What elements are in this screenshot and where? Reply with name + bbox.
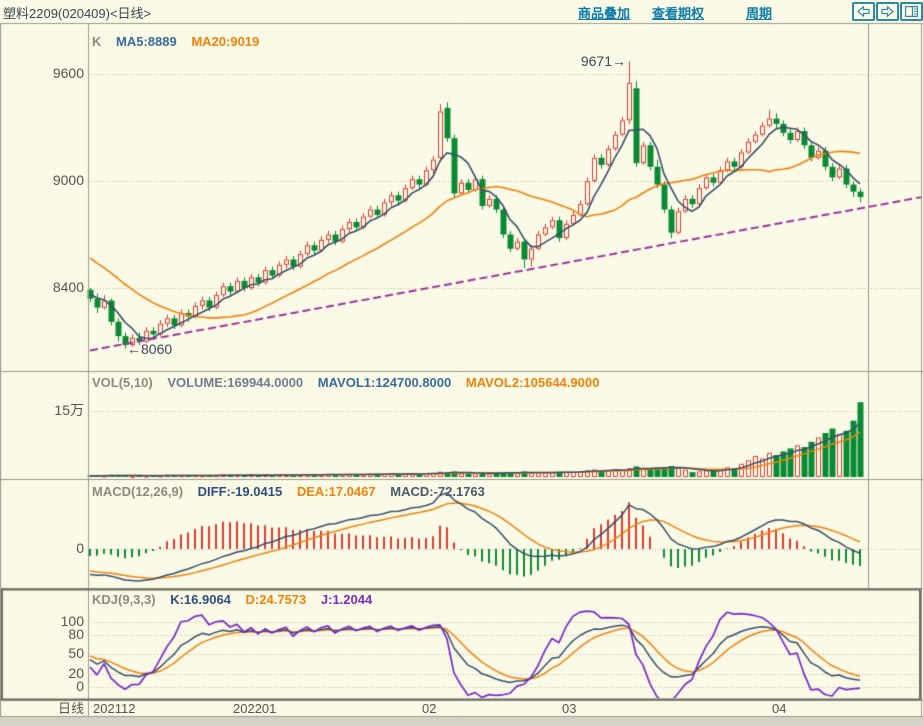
price-axis-label: 9600 bbox=[52, 65, 84, 81]
period-axis-label: 日线 bbox=[57, 701, 84, 716]
price-panel-legend: K MA5:8889 MA20:9019 bbox=[92, 34, 270, 49]
legend-k: K bbox=[92, 34, 102, 49]
legend-kdj-k: K:16.9064 bbox=[170, 592, 231, 607]
price-axis-label: 9000 bbox=[52, 172, 84, 188]
legend-dea: DEA:17.0467 bbox=[296, 484, 376, 499]
options-link[interactable]: 查看期权 bbox=[652, 6, 705, 21]
legend-kdj-d: D:24.7573 bbox=[245, 592, 307, 607]
price-annotation: 9671→ bbox=[580, 53, 626, 70]
scroll-left-button[interactable] bbox=[852, 2, 875, 21]
legend-diff: DIFF:-19.0415 bbox=[197, 484, 283, 499]
date-axis-label: 202112 bbox=[93, 701, 136, 716]
price-annotation: ←8060 bbox=[127, 340, 173, 357]
arrow-right-icon bbox=[881, 6, 894, 17]
macd-axis-label: 0 bbox=[76, 540, 84, 556]
legend-macd-value: MACD:-72.1763 bbox=[390, 484, 485, 499]
header-bar: 塑料2209(020409)<日线> 商品叠加 查看期权 周期 bbox=[0, 0, 923, 23]
legend-ma5: MA5:8889 bbox=[116, 34, 177, 49]
price-axis-label: 8400 bbox=[52, 279, 84, 295]
scroll-right-button[interactable] bbox=[876, 2, 899, 21]
legend-vol-params: VOL(5,10) bbox=[92, 375, 153, 390]
date-axis-label: 02 bbox=[422, 701, 437, 716]
period-link[interactable]: 周期 bbox=[746, 6, 773, 21]
kdj-panel-legend: KDJ(9,3,3) K:16.9064 D:24.7573 J:1.2044 bbox=[92, 592, 383, 607]
legend-mavol1: MAVOL1:124700.8000 bbox=[317, 375, 452, 390]
macd-panel-legend: MACD(12,26,9) DIFF:-19.0415 DEA:17.0467 … bbox=[92, 484, 496, 499]
kdj-axis-label: 50 bbox=[68, 645, 84, 662]
kdj-axis-label: 100 bbox=[60, 612, 84, 629]
overlay-link[interactable]: 商品叠加 bbox=[578, 6, 631, 21]
date-axis-label: 04 bbox=[772, 701, 787, 716]
legend-mavol2: MAVOL2:105644.9000 bbox=[465, 375, 600, 390]
legend-ma20: MA20:9019 bbox=[191, 34, 260, 49]
legend-volume-value: VOLUME:169944.0000 bbox=[167, 375, 304, 390]
date-axis-label: 202201 bbox=[233, 701, 277, 716]
toolbar-buttons bbox=[851, 2, 923, 21]
volume-panel-legend: VOL(5,10) VOLUME:169944.0000 MAVOL1:1247… bbox=[92, 375, 610, 390]
split-view-button[interactable] bbox=[900, 2, 923, 21]
split-view-icon bbox=[905, 6, 918, 17]
kdj-axis-label: 20 bbox=[68, 664, 84, 681]
kdj-axis-label: 0 bbox=[76, 678, 84, 694]
arrow-left-icon bbox=[857, 6, 870, 17]
instrument-title: 塑料2209(020409)<日线> bbox=[3, 6, 152, 21]
legend-kdj-j: J:1.2044 bbox=[320, 592, 373, 607]
kdj-axis-label: 80 bbox=[68, 625, 84, 642]
volume-axis-label: 15万 bbox=[54, 402, 84, 418]
legend-macd-params: MACD(12,26,9) bbox=[92, 484, 184, 499]
date-axis-label: 03 bbox=[562, 701, 577, 716]
legend-kdj-params: KDJ(9,3,3) bbox=[92, 592, 156, 607]
